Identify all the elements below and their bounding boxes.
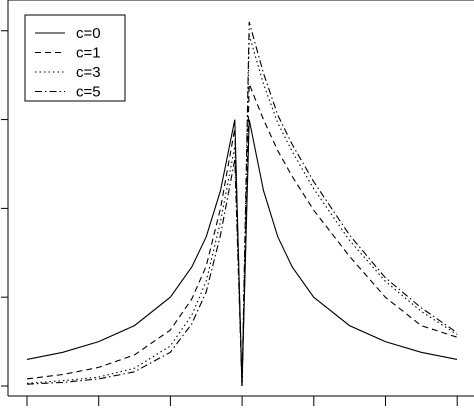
legend-label: c=3 <box>76 64 101 81</box>
legend-box <box>24 14 126 102</box>
y-axis-ticks <box>1 30 8 387</box>
legend: c=0 c=1 c=3 c=5 <box>24 14 126 102</box>
series-line-c5 <box>26 21 458 387</box>
legend-label: c=5 <box>76 84 101 101</box>
series-line-c1 <box>26 83 458 387</box>
series-line-c0 <box>26 119 458 387</box>
legend-label: c=0 <box>76 25 101 42</box>
legend-label: c=1 <box>76 45 101 62</box>
x-axis-ticks <box>26 396 458 406</box>
series-lines <box>26 21 458 387</box>
